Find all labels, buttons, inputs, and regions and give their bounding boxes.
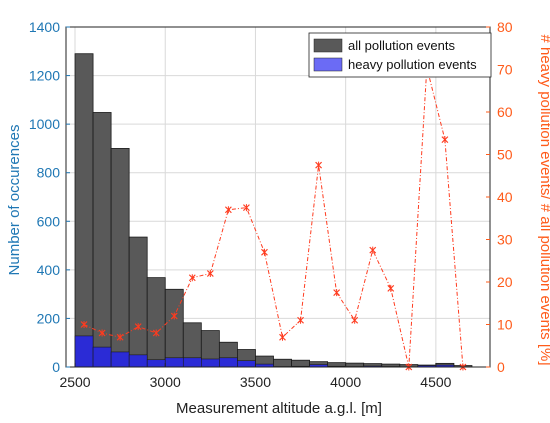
left-tick-label-400: 400 <box>37 262 61 278</box>
ratio-point-2550 <box>80 321 88 328</box>
ratio-point-2850 <box>134 323 142 331</box>
right-tick-label-30: 30 <box>497 232 513 248</box>
left-tick-label-1400: 1400 <box>29 19 60 35</box>
left-y-axis-label: Number of occurences <box>6 125 23 276</box>
right-tick-label-50: 50 <box>497 147 513 163</box>
legend-label-heavy: heavy pollution events <box>348 57 477 72</box>
bar-heavy-3150 <box>182 357 202 368</box>
bar-heavy-3450 <box>237 360 256 368</box>
ratio-point-3050 <box>170 312 178 320</box>
ratio-point-2950 <box>152 329 160 337</box>
ticks: 2500 3000 3500 4000 450002004006008001000120… <box>29 19 513 390</box>
ratio-line-series <box>80 63 467 371</box>
x-tick-label-2500: 2500 <box>59 374 90 390</box>
bar-heavy-2750 <box>110 351 130 368</box>
ratio-point-4050 <box>351 316 359 324</box>
bar-heavy-2550 <box>74 335 94 368</box>
bar-all-3650 <box>273 358 292 368</box>
bar-heavy-2650 <box>92 346 112 368</box>
x-axis-label: Measurement altitude a.g.l. [m] <box>176 400 382 417</box>
ratio-point-3850 <box>315 161 323 169</box>
right-y-axis-label: # heavy pollution events/ # all pollutio… <box>537 34 550 365</box>
right-tick-label-40: 40 <box>497 189 513 205</box>
bar-heavy-3350 <box>219 357 238 368</box>
bar-all-2850 <box>128 236 148 368</box>
left-tick-label-600: 600 <box>37 213 61 229</box>
bars-all-pollution-events <box>74 53 473 368</box>
right-tick-label-70: 70 <box>497 62 513 78</box>
bar-heavy-3250 <box>201 358 220 368</box>
legend: all pollution events heavy pollution eve… <box>308 32 492 78</box>
ratio-point-3650 <box>279 333 286 341</box>
x-tick-label-3000: 3000 <box>150 374 181 390</box>
left-tick-label-1200: 1200 <box>29 68 60 84</box>
bar-heavy-2850 <box>128 354 148 368</box>
bar-heavy-3050 <box>164 357 184 368</box>
right-tick-label-60: 60 <box>497 104 513 120</box>
right-tick-label-20: 20 <box>497 274 513 290</box>
ratio-point-2650 <box>98 329 106 337</box>
x-tick-label-4000: 4000 <box>330 374 361 390</box>
ratio-point-3750 <box>297 316 304 324</box>
bar-heavy-2950 <box>146 359 166 368</box>
ratio-point-3250 <box>206 270 214 277</box>
x-tick-label-3500: 3500 <box>240 374 271 390</box>
legend-swatch-all <box>313 38 343 53</box>
ratio-point-3950 <box>333 289 341 297</box>
ratio-point-3150 <box>188 274 196 282</box>
ratio-point-4150 <box>369 246 377 254</box>
ratio-point-3350 <box>224 206 232 214</box>
left-tick-label-1000: 1000 <box>29 116 60 132</box>
bar-all-3050 <box>164 288 184 368</box>
ratio-point-2750 <box>116 333 124 341</box>
left-tick-label-200: 200 <box>37 310 61 326</box>
left-tick-label-0: 0 <box>52 359 60 375</box>
ratio-point-4250 <box>387 284 395 292</box>
ratio-point-4550 <box>441 136 449 144</box>
ratio-point-3450 <box>243 204 250 212</box>
x-tick-label-4500: 4500 <box>420 374 451 390</box>
bar-all-2650 <box>92 112 112 368</box>
bar-all-2950 <box>146 277 166 368</box>
right-tick-label-80: 80 <box>497 19 513 35</box>
right-tick-label-0: 0 <box>497 359 505 375</box>
legend-label-all: all pollution events <box>348 38 455 53</box>
ratio-point-3550 <box>261 248 268 256</box>
bar-all-2550 <box>74 53 94 368</box>
right-tick-label-10: 10 <box>497 317 513 333</box>
legend-swatch-heavy <box>313 57 343 72</box>
left-tick-label-800: 800 <box>37 165 61 181</box>
